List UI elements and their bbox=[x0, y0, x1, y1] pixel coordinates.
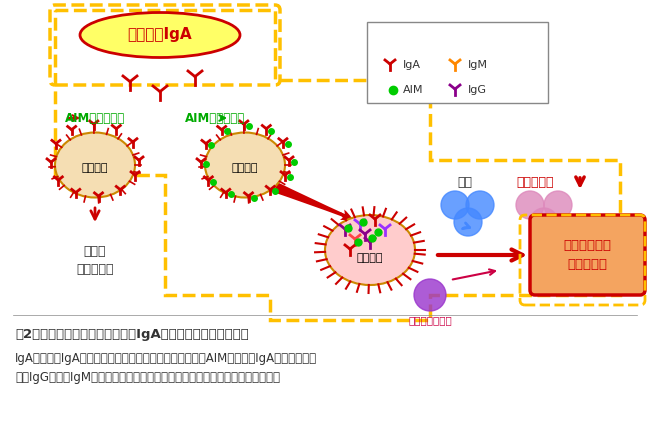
Text: 腎炎に
進展しない: 腎炎に 進展しない bbox=[76, 245, 114, 276]
Text: AIM: AIM bbox=[403, 85, 424, 95]
Circle shape bbox=[516, 191, 544, 219]
Circle shape bbox=[414, 279, 446, 311]
Circle shape bbox=[530, 208, 558, 236]
Text: マクロファージ: マクロファージ bbox=[408, 315, 452, 325]
Circle shape bbox=[466, 191, 494, 219]
Text: 図2：本研究から明らかになったIgA腎症の炎症起点の概念図: 図2：本研究から明らかになったIgA腎症の炎症起点の概念図 bbox=[15, 328, 249, 341]
FancyBboxPatch shape bbox=[530, 215, 645, 295]
Text: IgM: IgM bbox=[468, 60, 488, 70]
Text: 糖鎖異常IgA: 糖鎖異常IgA bbox=[127, 27, 192, 42]
Text: 腎糸球体: 腎糸球体 bbox=[357, 253, 384, 263]
FancyBboxPatch shape bbox=[367, 22, 548, 103]
Ellipse shape bbox=[55, 133, 135, 197]
Circle shape bbox=[544, 191, 572, 219]
Text: 補体活性化: 補体活性化 bbox=[516, 175, 554, 188]
Text: AIM（＋）あり: AIM（＋）あり bbox=[185, 112, 245, 124]
Ellipse shape bbox=[325, 215, 415, 285]
Text: IgA腎症は、IgA腎症の沈着のみでは腎炎が発症しない。AIMが糸球体IgAに沈着するこ
とでIgGおよびIgMの沈着が誘導され、補体が活性化し腎炎が発症・進展: IgA腎症は、IgA腎症の沈着のみでは腎炎が発症しない。AIMが糸球体IgAに沈… bbox=[15, 352, 317, 384]
Text: 腎糸球体: 腎糸球体 bbox=[82, 163, 109, 173]
Circle shape bbox=[454, 208, 482, 236]
Ellipse shape bbox=[205, 133, 285, 197]
Text: IgA: IgA bbox=[403, 60, 421, 70]
Text: IgG: IgG bbox=[468, 85, 487, 95]
Text: 補体: 補体 bbox=[458, 175, 473, 188]
Text: 腎糸球体: 腎糸球体 bbox=[232, 163, 258, 173]
Ellipse shape bbox=[80, 12, 240, 57]
Text: AIM（－）なし: AIM（－）なし bbox=[65, 112, 125, 124]
Circle shape bbox=[441, 191, 469, 219]
Text: 腎炎の発症・
腎症の進展: 腎炎の発症・ 腎症の進展 bbox=[563, 239, 611, 271]
